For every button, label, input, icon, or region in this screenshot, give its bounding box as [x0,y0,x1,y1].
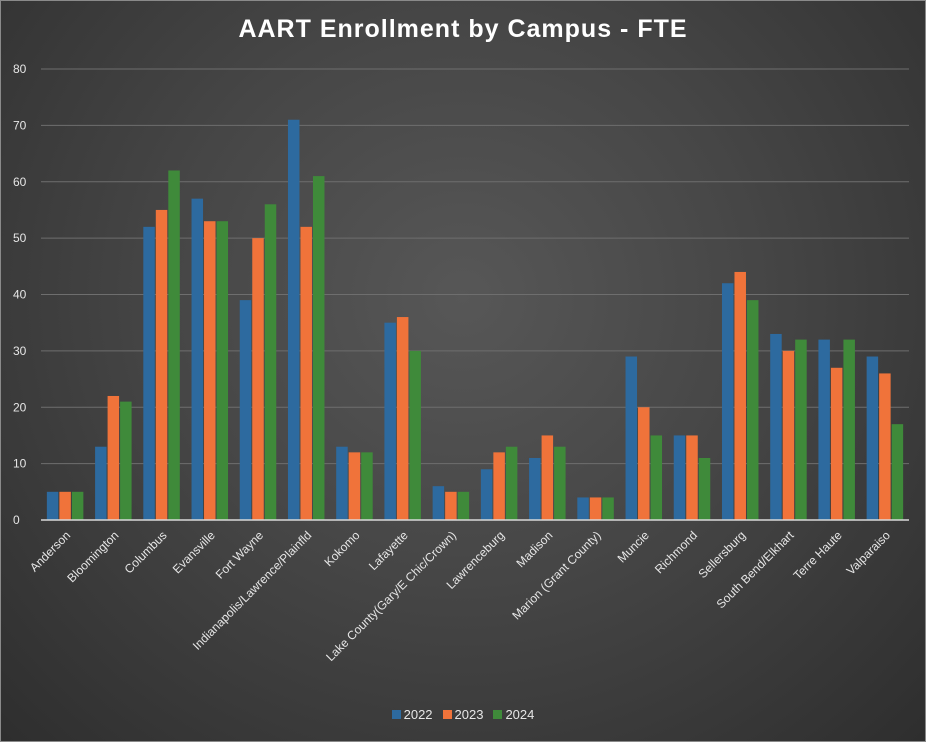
bar [625,356,638,520]
bar [734,271,746,520]
bar [554,446,566,520]
bar [505,446,518,520]
bar [480,469,493,520]
bar [107,395,120,520]
bar [216,221,229,520]
bar [252,238,264,520]
bar [818,339,830,520]
bar [204,221,216,520]
bar [650,435,663,520]
bar [143,226,155,520]
bar [746,300,759,520]
bar [239,300,252,520]
bar [168,170,180,520]
bar [71,491,84,520]
bar [264,204,277,521]
bar [529,457,541,520]
legend-item: 2024 [493,707,534,722]
bar [191,198,204,520]
y-tick-label: 10 [13,457,27,471]
bar [361,452,373,520]
y-tick-label: 80 [13,62,27,76]
bar [589,497,602,520]
bar [782,350,795,520]
bar [879,373,891,520]
x-tick-label: Lafayette [366,528,411,573]
bar [686,435,698,520]
bar [891,424,904,520]
bar [721,283,734,520]
bar [457,491,470,520]
bar [287,119,300,521]
x-tick-label: Kokomo [322,528,363,569]
legend-swatch [493,710,503,719]
legend-swatch [442,710,452,719]
x-tick-label: Evansville [170,528,218,576]
bar [59,491,71,520]
legend-label: 2023 [454,707,484,722]
x-tick-label: Anderson [27,528,73,574]
bar [638,407,650,520]
y-tick-label: 50 [13,231,27,245]
y-tick-label: 20 [13,400,27,414]
legend-swatch [391,710,401,719]
bar [336,446,348,520]
legend: 2022 2023 2024 [1,707,925,722]
y-tick-label: 70 [13,118,27,132]
bar [673,435,686,520]
bar [95,446,107,520]
y-tick-label: 30 [13,344,27,358]
bar [432,486,445,520]
bar [396,317,409,520]
bar [493,452,505,520]
x-tick-label: Richmond [652,528,700,576]
x-tick-label: Marion (Grant County) [509,528,603,622]
legend-item: 2022 [391,707,433,722]
bar [155,209,168,520]
bar [698,457,711,520]
legend-item: 2023 [442,707,484,722]
bar [843,339,855,520]
bar [541,435,554,520]
x-tick-label: Terre Haute [791,528,845,582]
bar [445,491,457,520]
bar [300,226,312,520]
y-tick-label: 0 [13,513,20,527]
x-tick-label: Columbus [122,528,170,576]
bar [312,176,325,521]
chart-title: AART Enrollment by Campus - FTE [238,15,688,43]
bar [577,497,589,520]
bar [384,322,396,520]
bar [866,356,879,520]
bar [795,339,807,520]
y-tick-label: 40 [13,288,27,302]
y-tick-label: 60 [13,175,27,189]
bar [348,452,361,520]
x-tick-label: Muncie [615,528,652,565]
bar [409,350,421,520]
bar [602,497,614,520]
x-tick-label: Madison [513,528,555,570]
bar [46,491,59,520]
legend-label: 2024 [505,707,535,722]
bar [120,401,132,520]
bar [770,333,782,520]
bar [830,367,843,520]
x-tick-label: Bloomington [64,528,121,585]
legend-label: 2022 [403,707,433,722]
x-tick-label: Valparaiso [844,528,894,578]
